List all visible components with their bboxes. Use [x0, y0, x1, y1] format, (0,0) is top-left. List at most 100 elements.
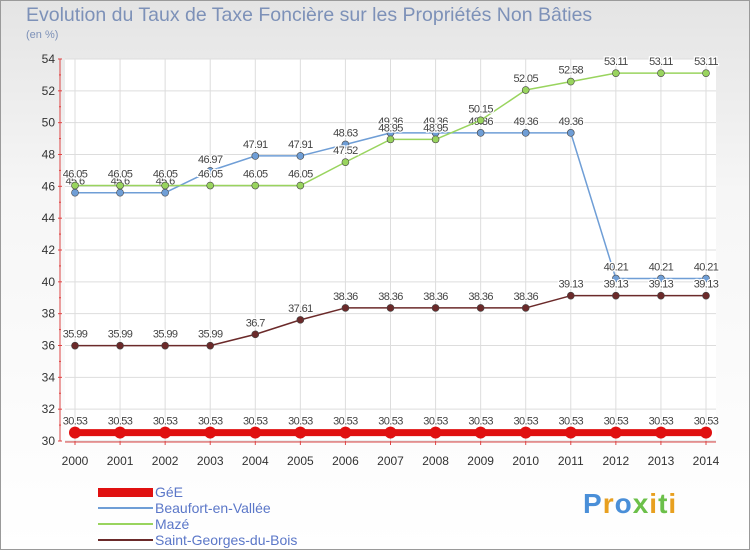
- data-label: 38.36: [468, 291, 493, 303]
- data-point: [386, 135, 395, 144]
- logo-letter: r: [602, 488, 615, 519]
- y-tick-label: 32: [42, 402, 56, 416]
- data-label: 37.61: [288, 303, 313, 315]
- data-point: [251, 330, 260, 339]
- x-tick-label: 2000: [62, 454, 89, 468]
- data-point: [702, 291, 710, 300]
- data-label: 40.21: [649, 261, 674, 273]
- data-point: [431, 304, 440, 312]
- legend-item-saint-georges: Saint-Georges-du-Bois: [98, 532, 398, 548]
- data-point: [657, 291, 665, 300]
- data-label: 53.11: [694, 56, 718, 68]
- data-label: 30.53: [378, 416, 403, 428]
- x-tick-label: 2010: [512, 454, 539, 468]
- x-tick-label: 2004: [242, 454, 269, 468]
- data-label: 38.36: [513, 291, 538, 303]
- data-label: 30.53: [513, 416, 538, 428]
- data-point: [339, 426, 352, 439]
- chart-title: Evolution du Taux de Taxe Foncière sur l…: [26, 4, 593, 26]
- data-label: 30.53: [153, 416, 178, 428]
- data-label: 30.53: [559, 416, 584, 428]
- data-point: [566, 77, 575, 86]
- data-point: [521, 86, 530, 94]
- x-tick-label: 2012: [603, 454, 630, 468]
- legend-label-maze: Mazé: [155, 516, 190, 532]
- data-point: [71, 188, 79, 197]
- data-point: [700, 426, 712, 439]
- data-label: 30.53: [423, 416, 448, 428]
- data-label: 40.21: [604, 261, 629, 273]
- data-label: 53.11: [604, 56, 628, 68]
- legend-label-saint-georges: Saint-Georges-du-Bois: [155, 532, 298, 548]
- data-point: [702, 274, 710, 283]
- logo-letter: i: [668, 488, 678, 519]
- x-tick-label: 2001: [107, 454, 134, 468]
- data-point: [657, 274, 665, 283]
- data-label: 38.36: [333, 291, 358, 303]
- legend-label-beaufort: Beaufort-en-Vallée: [155, 500, 271, 516]
- data-label: 39.13: [559, 279, 584, 291]
- data-point: [249, 426, 262, 439]
- data-point: [296, 316, 305, 324]
- chart-unit-label: (en %): [26, 29, 59, 41]
- data-point: [476, 116, 485, 125]
- x-tick-label: 2008: [422, 454, 449, 468]
- y-tick-label: 48: [42, 148, 56, 162]
- data-label: 53.11: [649, 56, 673, 68]
- data-point: [204, 426, 217, 439]
- data-label: 30.53: [243, 416, 268, 428]
- data-point: [521, 304, 530, 312]
- data-label: 39.13: [694, 279, 719, 291]
- data-label: 30.53: [198, 416, 223, 428]
- data-label: 49.36: [559, 116, 584, 128]
- data-label: 30.53: [288, 416, 313, 428]
- x-tick-label: 2013: [648, 454, 675, 468]
- legend-item-beaufort: Beaufort-en-Vallée: [98, 500, 398, 516]
- data-label: 47.91: [243, 139, 268, 151]
- data-label: 30.53: [108, 416, 133, 428]
- proxiti-logo: Proxiti: [583, 488, 677, 520]
- data-point: [566, 291, 575, 300]
- data-point: [386, 304, 395, 312]
- data-point: [341, 304, 350, 312]
- x-tick-label: 2014: [693, 454, 720, 468]
- data-label: 48.63: [333, 127, 358, 139]
- data-label: 47.52: [333, 145, 358, 157]
- x-tick-label: 2007: [377, 454, 404, 468]
- logo-text: Proxiti: [583, 488, 677, 519]
- data-label: 48.95: [378, 122, 403, 134]
- data-label: 30.53: [694, 416, 719, 428]
- data-label: 50.15: [468, 103, 493, 115]
- x-tick-label: 2002: [152, 454, 179, 468]
- data-label: 49.36: [378, 116, 403, 128]
- data-point: [294, 426, 307, 439]
- data-point: [161, 188, 169, 197]
- data-point: [612, 291, 620, 300]
- data-point: [429, 426, 442, 439]
- data-point: [251, 181, 260, 190]
- legend-item-gee: GéE: [98, 484, 398, 500]
- data-point: [161, 341, 169, 350]
- y-tick-label: 44: [42, 211, 56, 225]
- data-label: 39.13: [604, 279, 629, 291]
- y-tick-label: 30: [42, 434, 56, 448]
- data-point: [384, 426, 397, 439]
- data-point: [114, 426, 127, 439]
- data-point: [116, 188, 124, 197]
- data-label: 46.05: [63, 169, 88, 181]
- data-point: [116, 181, 124, 190]
- y-tick-label: 50: [42, 116, 56, 130]
- data-label: 35.99: [63, 329, 88, 341]
- data-label: 30.53: [333, 416, 358, 428]
- data-point: [341, 158, 350, 166]
- data-label: 39.13: [649, 279, 674, 291]
- data-label: 35.99: [153, 329, 178, 341]
- data-label: 46.05: [108, 169, 133, 181]
- x-tick-label: 2011: [558, 454, 584, 468]
- x-tick-label: 2006: [332, 454, 359, 468]
- logo-letter: i: [649, 488, 659, 519]
- y-tick-label: 54: [42, 52, 56, 66]
- y-tick-label: 46: [42, 179, 56, 193]
- y-tick-label: 52: [42, 84, 56, 98]
- legend-swatch-saint-georges: [98, 539, 153, 541]
